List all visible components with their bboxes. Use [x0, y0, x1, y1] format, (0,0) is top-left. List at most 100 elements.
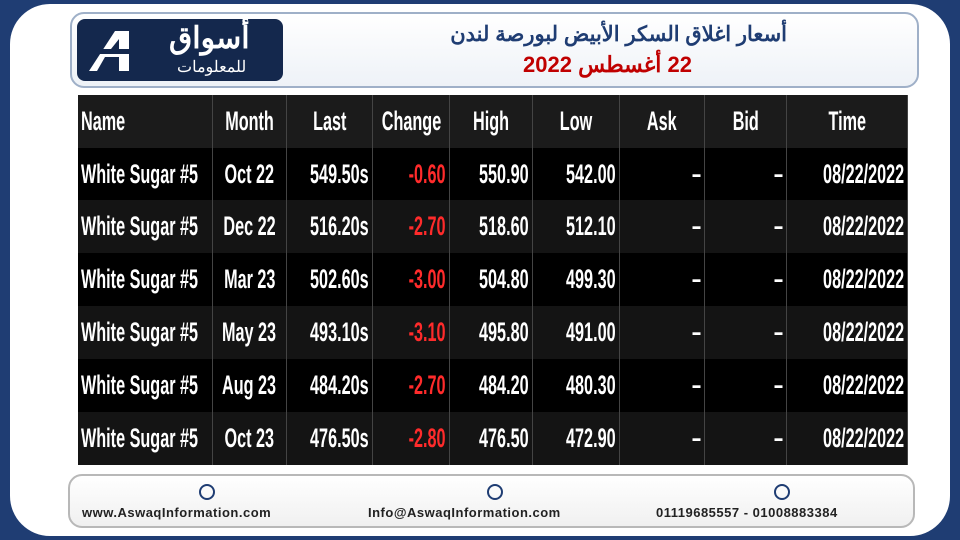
mail-icon	[487, 484, 503, 500]
table-cell: 493.10s	[287, 306, 373, 359]
table-cell: 08/22/2022	[787, 306, 908, 359]
cell-text: –	[773, 317, 783, 347]
cell-text: –	[691, 370, 701, 400]
table-cell: 08/22/2022	[787, 148, 908, 200]
cell-text: Time	[828, 106, 866, 136]
table-cell: –	[705, 359, 787, 412]
table-cell: –	[620, 148, 705, 200]
cell-text: 480.30	[566, 370, 616, 400]
cell-text: 550.90	[479, 158, 529, 189]
title: أسعار اغلاق السكر الأبيض لبورصة لندن	[450, 23, 787, 46]
cell-text: –	[691, 158, 701, 189]
cell-text: Oct 22	[224, 158, 275, 189]
table-cell: 499.30	[533, 253, 620, 306]
table-cell: 504.80	[450, 253, 533, 306]
cell-text: White Sugar #5	[81, 211, 199, 241]
table-cell: –	[705, 148, 787, 200]
cell-text: 476.50	[479, 423, 529, 453]
cell-text: Last	[312, 106, 347, 136]
column-header: Last	[287, 95, 373, 148]
cell-text: 504.80	[479, 264, 529, 294]
table-cell: 516.20s	[287, 200, 373, 253]
column-header: Low	[533, 95, 620, 148]
cell-text: –	[773, 264, 783, 294]
table-cell: White Sugar #5	[78, 253, 213, 306]
table-cell: 542.00	[533, 148, 620, 200]
phone-icon	[774, 484, 790, 500]
cell-text: Aug 23	[222, 370, 277, 400]
table-cell: -2.70	[373, 200, 450, 253]
cell-text: White Sugar #5	[81, 158, 199, 189]
table-cell: 484.20	[450, 359, 533, 412]
table-cell: –	[705, 412, 787, 465]
cell-text: Bid	[732, 106, 759, 136]
table-cell: 476.50s	[287, 412, 373, 465]
table-cell: –	[705, 306, 787, 359]
column-header: Ask	[620, 95, 705, 148]
table-cell: 518.60	[450, 200, 533, 253]
table-cell: Mar 23	[213, 253, 287, 306]
cell-text: Low	[559, 106, 593, 136]
cell-text: 518.60	[479, 211, 529, 241]
cell-text: 476.50s	[310, 423, 369, 453]
cell-text: Dec 22	[223, 211, 276, 241]
cell-text: -0.60	[409, 158, 446, 189]
phones: 01119685557 - 01008883384	[656, 505, 838, 520]
cell-text: May 23	[222, 317, 277, 347]
table-cell: 472.90	[533, 412, 620, 465]
logo-title: أسواق	[169, 22, 250, 55]
cell-text: 493.10s	[310, 317, 369, 347]
cell-text: 08/22/2022	[822, 264, 904, 294]
cell-text: White Sugar #5	[81, 317, 199, 347]
table-cell: Dec 22	[213, 200, 287, 253]
cell-text: Ask	[647, 106, 677, 136]
cell-text: 08/22/2022	[822, 211, 904, 241]
cell-text: -2.70	[409, 211, 446, 241]
cell-text: 516.20s	[310, 211, 369, 241]
column-header: High	[450, 95, 533, 148]
table-cell: Oct 23	[213, 412, 287, 465]
table-cell: White Sugar #5	[78, 306, 213, 359]
cell-text: 08/22/2022	[822, 370, 904, 400]
table-cell: -3.10	[373, 306, 450, 359]
table-cell: 08/22/2022	[787, 359, 908, 412]
cell-text: Name	[81, 106, 126, 136]
logo-icon	[85, 31, 143, 71]
cell-text: –	[691, 423, 701, 453]
table-cell: 495.80	[450, 306, 533, 359]
table-cell: 502.60s	[287, 253, 373, 306]
cell-text: White Sugar #5	[81, 370, 199, 400]
footer: www.AswaqInformation.com Info@AswaqInfor…	[68, 474, 915, 528]
date: 22 أغسطس 2022	[523, 52, 692, 77]
table-cell: White Sugar #5	[78, 200, 213, 253]
column-header: Bid	[705, 95, 787, 148]
cell-text: 08/22/2022	[822, 317, 904, 347]
cell-text: 491.00	[566, 317, 616, 347]
cell-text: -2.70	[409, 370, 446, 400]
cell-text: –	[773, 423, 783, 453]
cell-text: 484.20s	[310, 370, 369, 400]
cell-text: –	[773, 370, 783, 400]
table-cell: -3.00	[373, 253, 450, 306]
table-cell: –	[705, 200, 787, 253]
table-cell: 08/22/2022	[787, 253, 908, 306]
web-icon	[199, 484, 215, 500]
cell-text: 495.80	[479, 317, 529, 347]
cell-text: 472.90	[566, 423, 616, 453]
cell-text: –	[691, 211, 701, 241]
cell-text: 08/22/2022	[822, 158, 904, 189]
table-cell: 08/22/2022	[787, 412, 908, 465]
cell-text: 484.20	[479, 370, 529, 400]
table-cell: 480.30	[533, 359, 620, 412]
table-cell: 484.20s	[287, 359, 373, 412]
table-cell: White Sugar #5	[78, 148, 213, 200]
table-cell: 476.50	[450, 412, 533, 465]
table-cell: –	[620, 253, 705, 306]
cell-text: 542.00	[566, 158, 616, 189]
table-cell: Oct 22	[213, 148, 287, 200]
cell-text: –	[691, 264, 701, 294]
cell-text: –	[773, 211, 783, 241]
table-cell: 549.50s	[287, 148, 373, 200]
table-cell: –	[620, 412, 705, 465]
column-header: Month	[213, 95, 287, 148]
